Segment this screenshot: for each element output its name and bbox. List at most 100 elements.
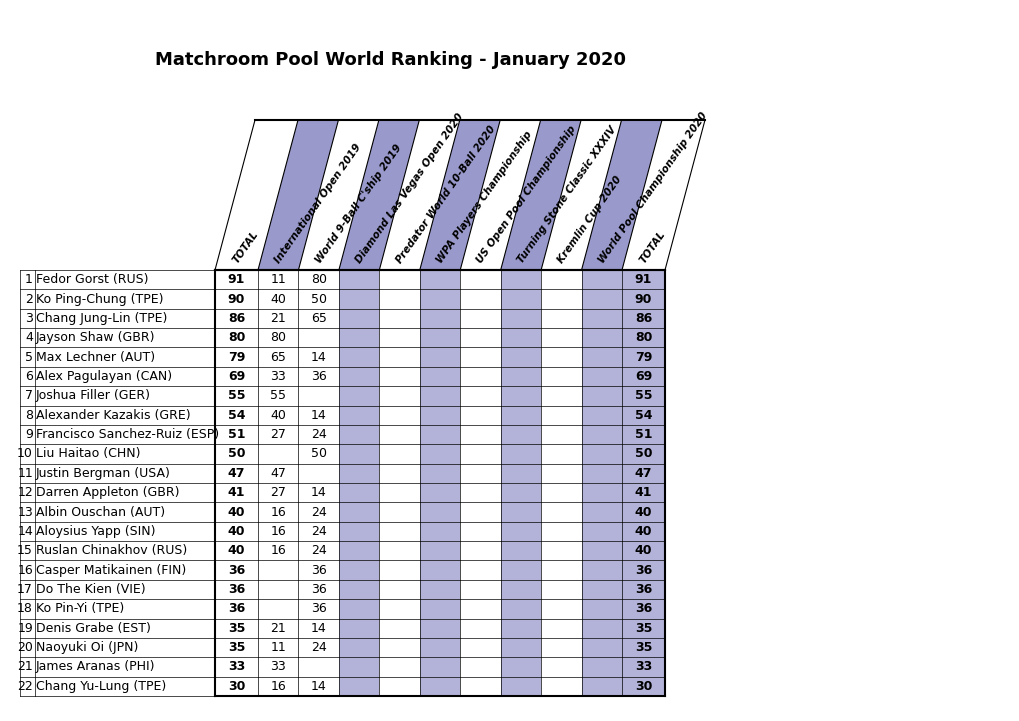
Polygon shape xyxy=(215,120,704,270)
Text: 36: 36 xyxy=(311,602,326,615)
Bar xyxy=(299,270,338,696)
Bar xyxy=(581,270,622,696)
Text: 55: 55 xyxy=(634,389,651,402)
Text: 50: 50 xyxy=(311,448,326,461)
Text: 15: 15 xyxy=(17,544,33,557)
Text: 35: 35 xyxy=(227,641,245,654)
Text: 35: 35 xyxy=(227,622,245,634)
Text: 16: 16 xyxy=(17,564,33,577)
Text: 35: 35 xyxy=(634,622,651,634)
Text: 18: 18 xyxy=(17,602,33,615)
Text: 21: 21 xyxy=(270,622,285,634)
Text: 54: 54 xyxy=(227,409,245,422)
Text: 91: 91 xyxy=(227,273,245,286)
Text: 51: 51 xyxy=(634,428,651,441)
Text: 16: 16 xyxy=(270,680,285,693)
Text: Liu Haitao (CHN): Liu Haitao (CHN) xyxy=(36,448,141,461)
Text: Albin Ouschan (AUT): Albin Ouschan (AUT) xyxy=(36,505,165,518)
Text: 55: 55 xyxy=(227,389,245,402)
Text: 80: 80 xyxy=(311,273,326,286)
Text: Justin Bergman (USA): Justin Bergman (USA) xyxy=(36,466,171,479)
Text: Alexander Kazakis (GRE): Alexander Kazakis (GRE) xyxy=(36,409,191,422)
Text: 50: 50 xyxy=(311,293,326,306)
Text: James Aranas (PHI): James Aranas (PHI) xyxy=(36,660,155,673)
Text: Naoyuki Oi (JPN): Naoyuki Oi (JPN) xyxy=(36,641,139,654)
Text: 41: 41 xyxy=(227,486,245,499)
Text: Jayson Shaw (GBR): Jayson Shaw (GBR) xyxy=(36,331,155,344)
Text: International Open 2019: International Open 2019 xyxy=(273,142,363,265)
Text: 21: 21 xyxy=(270,312,285,325)
Text: 1: 1 xyxy=(25,273,33,286)
Text: 41: 41 xyxy=(634,486,651,499)
Text: 65: 65 xyxy=(311,312,326,325)
Text: 55: 55 xyxy=(270,389,286,402)
Text: 14: 14 xyxy=(311,350,326,363)
Text: 36: 36 xyxy=(311,583,326,596)
Text: 36: 36 xyxy=(311,370,326,383)
Text: 40: 40 xyxy=(634,544,651,557)
Text: 80: 80 xyxy=(227,331,245,344)
Bar xyxy=(379,270,420,696)
Text: 14: 14 xyxy=(311,409,326,422)
Text: Turning Stone Classic XXXIV: Turning Stone Classic XXXIV xyxy=(516,125,618,265)
Text: 40: 40 xyxy=(227,505,245,518)
Text: Francisco Sanchez-Ruiz (ESP): Francisco Sanchez-Ruiz (ESP) xyxy=(36,428,219,441)
Text: Darren Appleton (GBR): Darren Appleton (GBR) xyxy=(36,486,179,499)
Text: 14: 14 xyxy=(311,622,326,634)
Text: Denis Grabe (EST): Denis Grabe (EST) xyxy=(36,622,151,634)
Text: TOTAL: TOTAL xyxy=(231,229,261,265)
Text: 40: 40 xyxy=(270,409,286,422)
Text: 51: 51 xyxy=(227,428,245,441)
Polygon shape xyxy=(338,120,419,270)
Text: 16: 16 xyxy=(270,544,285,557)
Bar xyxy=(622,270,664,696)
Text: WPA Players Championship: WPA Players Championship xyxy=(434,129,534,265)
Text: 40: 40 xyxy=(227,544,245,557)
Text: 36: 36 xyxy=(227,583,245,596)
Text: Kremlin Cup 2020: Kremlin Cup 2020 xyxy=(555,174,624,265)
Text: 33: 33 xyxy=(634,660,651,673)
Text: World Pool Championship 2020: World Pool Championship 2020 xyxy=(596,110,708,265)
Text: 11: 11 xyxy=(270,641,285,654)
Text: Do The Kien (VIE): Do The Kien (VIE) xyxy=(36,583,146,596)
Text: 17: 17 xyxy=(17,583,33,596)
Text: Ko Pin-Yi (TPE): Ko Pin-Yi (TPE) xyxy=(36,602,124,615)
Polygon shape xyxy=(420,120,499,270)
Bar xyxy=(500,270,541,696)
Text: 36: 36 xyxy=(634,602,651,615)
Text: 50: 50 xyxy=(634,448,651,461)
Polygon shape xyxy=(258,120,338,270)
Bar xyxy=(420,270,460,696)
Text: 47: 47 xyxy=(270,466,286,479)
Text: Chang Jung-Lin (TPE): Chang Jung-Lin (TPE) xyxy=(36,312,167,325)
Text: 3: 3 xyxy=(25,312,33,325)
Text: 2: 2 xyxy=(25,293,33,306)
Text: 24: 24 xyxy=(311,428,326,441)
Text: 7: 7 xyxy=(25,389,33,402)
Text: 33: 33 xyxy=(270,660,285,673)
Text: Ruslan Chinakhov (RUS): Ruslan Chinakhov (RUS) xyxy=(36,544,187,557)
Text: 47: 47 xyxy=(227,466,245,479)
Text: Casper Matikainen (FIN): Casper Matikainen (FIN) xyxy=(36,564,186,577)
Text: 80: 80 xyxy=(270,331,286,344)
Text: 10: 10 xyxy=(17,448,33,461)
Text: 27: 27 xyxy=(270,486,286,499)
Text: 4: 4 xyxy=(25,331,33,344)
Text: 13: 13 xyxy=(17,505,33,518)
Text: 36: 36 xyxy=(227,602,245,615)
Text: 20: 20 xyxy=(17,641,33,654)
Text: 36: 36 xyxy=(311,564,326,577)
Text: 36: 36 xyxy=(634,583,651,596)
Text: 79: 79 xyxy=(227,350,245,363)
Text: 65: 65 xyxy=(270,350,286,363)
Polygon shape xyxy=(500,120,581,270)
Text: World 9-Ball C'ship 2019: World 9-Ball C'ship 2019 xyxy=(313,143,403,265)
Text: US Open Pool Championship: US Open Pool Championship xyxy=(475,124,578,265)
Text: Matchroom Pool World Ranking - January 2020: Matchroom Pool World Ranking - January 2… xyxy=(155,51,626,69)
Text: 14: 14 xyxy=(311,486,326,499)
Text: Predator World 10-Ball 2020: Predator World 10-Ball 2020 xyxy=(394,124,497,265)
Bar xyxy=(338,270,379,696)
Text: 12: 12 xyxy=(17,486,33,499)
Text: 90: 90 xyxy=(227,293,245,306)
Text: 86: 86 xyxy=(227,312,245,325)
